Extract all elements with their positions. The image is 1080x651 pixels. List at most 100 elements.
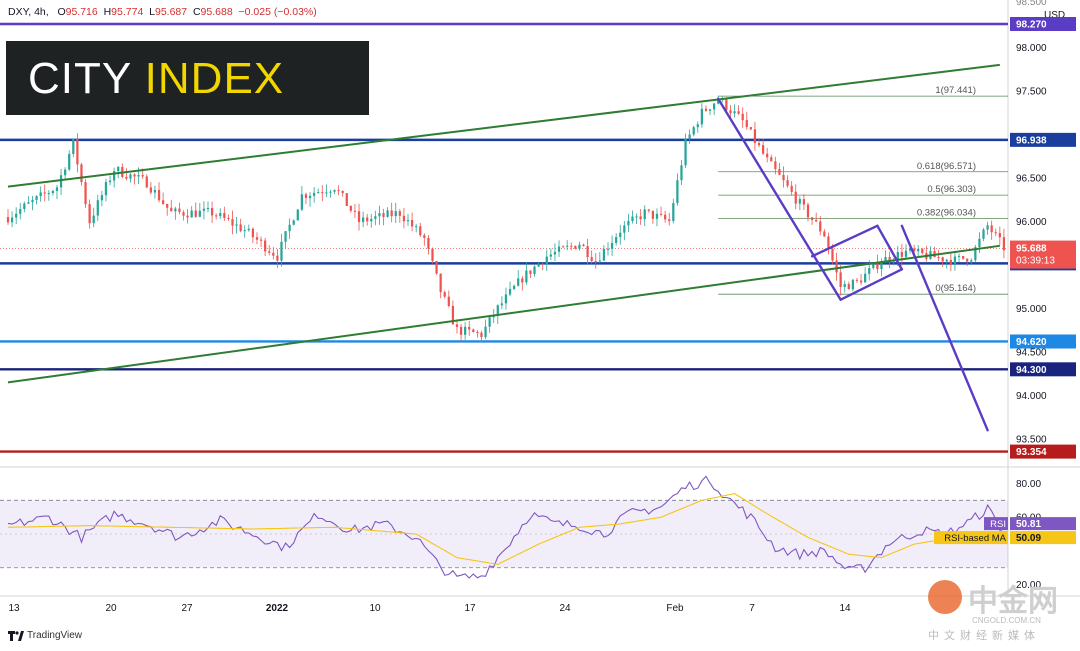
candle-body [615, 237, 618, 243]
candle-body [651, 210, 655, 219]
candle-body [255, 237, 259, 240]
fib-label-2: 0.5(96.303) [927, 184, 976, 195]
rsi-line [7, 475, 1005, 579]
candle-body [998, 232, 1001, 238]
candle-body [15, 213, 18, 218]
candle-body [153, 189, 157, 193]
rsi-ma-label-bg [934, 531, 1008, 545]
candle-body [529, 270, 532, 274]
price-tick-5: 94.500 [1016, 347, 1047, 358]
candle-body [88, 204, 91, 224]
tradingview-brand[interactable]: TradingView [8, 630, 82, 641]
candle-body [68, 153, 71, 170]
candle-body [345, 193, 348, 206]
candle-body [484, 326, 487, 338]
candle-body [590, 257, 593, 262]
candle-body [782, 174, 785, 181]
candle-body [157, 189, 161, 201]
candle-body [80, 164, 83, 183]
fib-label-3: 0.382(96.034) [917, 207, 976, 218]
candle-body [268, 251, 271, 253]
candle-body [141, 175, 144, 177]
candle-body [717, 99, 720, 104]
candle-body [525, 270, 528, 283]
current-price-badge: 95.688 [1016, 244, 1047, 255]
candle-body [96, 200, 99, 216]
candle-body [137, 175, 140, 177]
rsi-label-bg-text: RSI [990, 519, 1006, 530]
candle-body [496, 305, 499, 316]
candle-body [198, 210, 201, 217]
candle-body [570, 245, 573, 247]
candle-body [680, 165, 683, 181]
candle-body [815, 219, 818, 222]
high-value: 95.774 [111, 6, 144, 18]
candle-body [553, 251, 557, 255]
rsi-label-bg [984, 517, 1008, 531]
candle-body [864, 273, 867, 283]
candle-body [594, 261, 597, 263]
candle-body [341, 190, 344, 194]
candle-body [170, 207, 173, 212]
candle-body [757, 143, 761, 146]
city-index-logo: CITY INDEX [6, 41, 369, 115]
candle-body [868, 268, 871, 274]
candle-body [917, 249, 920, 252]
candle-body [500, 303, 503, 306]
rsi-tick-2: 20.00 [1016, 580, 1041, 591]
candle-body [325, 192, 328, 194]
candle-body [451, 305, 455, 325]
candle-body [904, 250, 908, 257]
candle-body [725, 99, 728, 111]
candle-body [219, 213, 222, 216]
candle-body [696, 124, 699, 128]
candle-body [737, 111, 740, 114]
price-level-badge-0-bg [1010, 17, 1076, 32]
candle-body [431, 248, 434, 262]
candle-body [913, 248, 916, 252]
price-tick-7: 93.500 [1016, 434, 1047, 445]
candle-body [259, 239, 263, 241]
candle-body [541, 263, 544, 265]
candle-body [810, 217, 814, 220]
candle-body [802, 199, 806, 205]
candle-body [459, 326, 463, 335]
channel-upper-line [7, 63, 1000, 188]
trendlines: 1(97.441) 0.618(96.571) 0.5(96.303) 0.382(9… [0, 22, 1008, 453]
candle-body [880, 262, 883, 270]
candle-body [692, 127, 695, 135]
low-value: 95.687 [154, 6, 188, 18]
candle-body [602, 248, 606, 261]
candle-body [941, 257, 944, 262]
candle-body [704, 108, 708, 111]
candle-body [353, 210, 357, 212]
candle-body [394, 211, 397, 217]
candle-body [700, 108, 703, 125]
candle-body [655, 213, 659, 219]
candle-body [178, 208, 181, 213]
candle-body [668, 219, 671, 222]
candle-body [145, 176, 148, 188]
candle-body [455, 324, 459, 327]
candle-body [117, 166, 120, 172]
candle-body [300, 194, 303, 210]
purple-line-0 [717, 97, 842, 301]
candle-body [778, 168, 781, 175]
purple-line-1 [810, 224, 879, 258]
candle-body [427, 237, 430, 249]
candle-body [659, 213, 663, 215]
candle-body [664, 214, 667, 220]
candle-body [884, 256, 887, 263]
candle-body [108, 180, 112, 183]
candle-body [423, 235, 426, 238]
candle-body [741, 113, 744, 121]
candles [6, 95, 1006, 343]
candle-body [761, 145, 765, 154]
candle-body [296, 209, 299, 221]
rsi-value: 50.81 [1016, 519, 1041, 530]
candle-body [398, 211, 401, 216]
price-tick-1: 97.500 [1016, 86, 1047, 97]
candle-body [953, 256, 957, 265]
